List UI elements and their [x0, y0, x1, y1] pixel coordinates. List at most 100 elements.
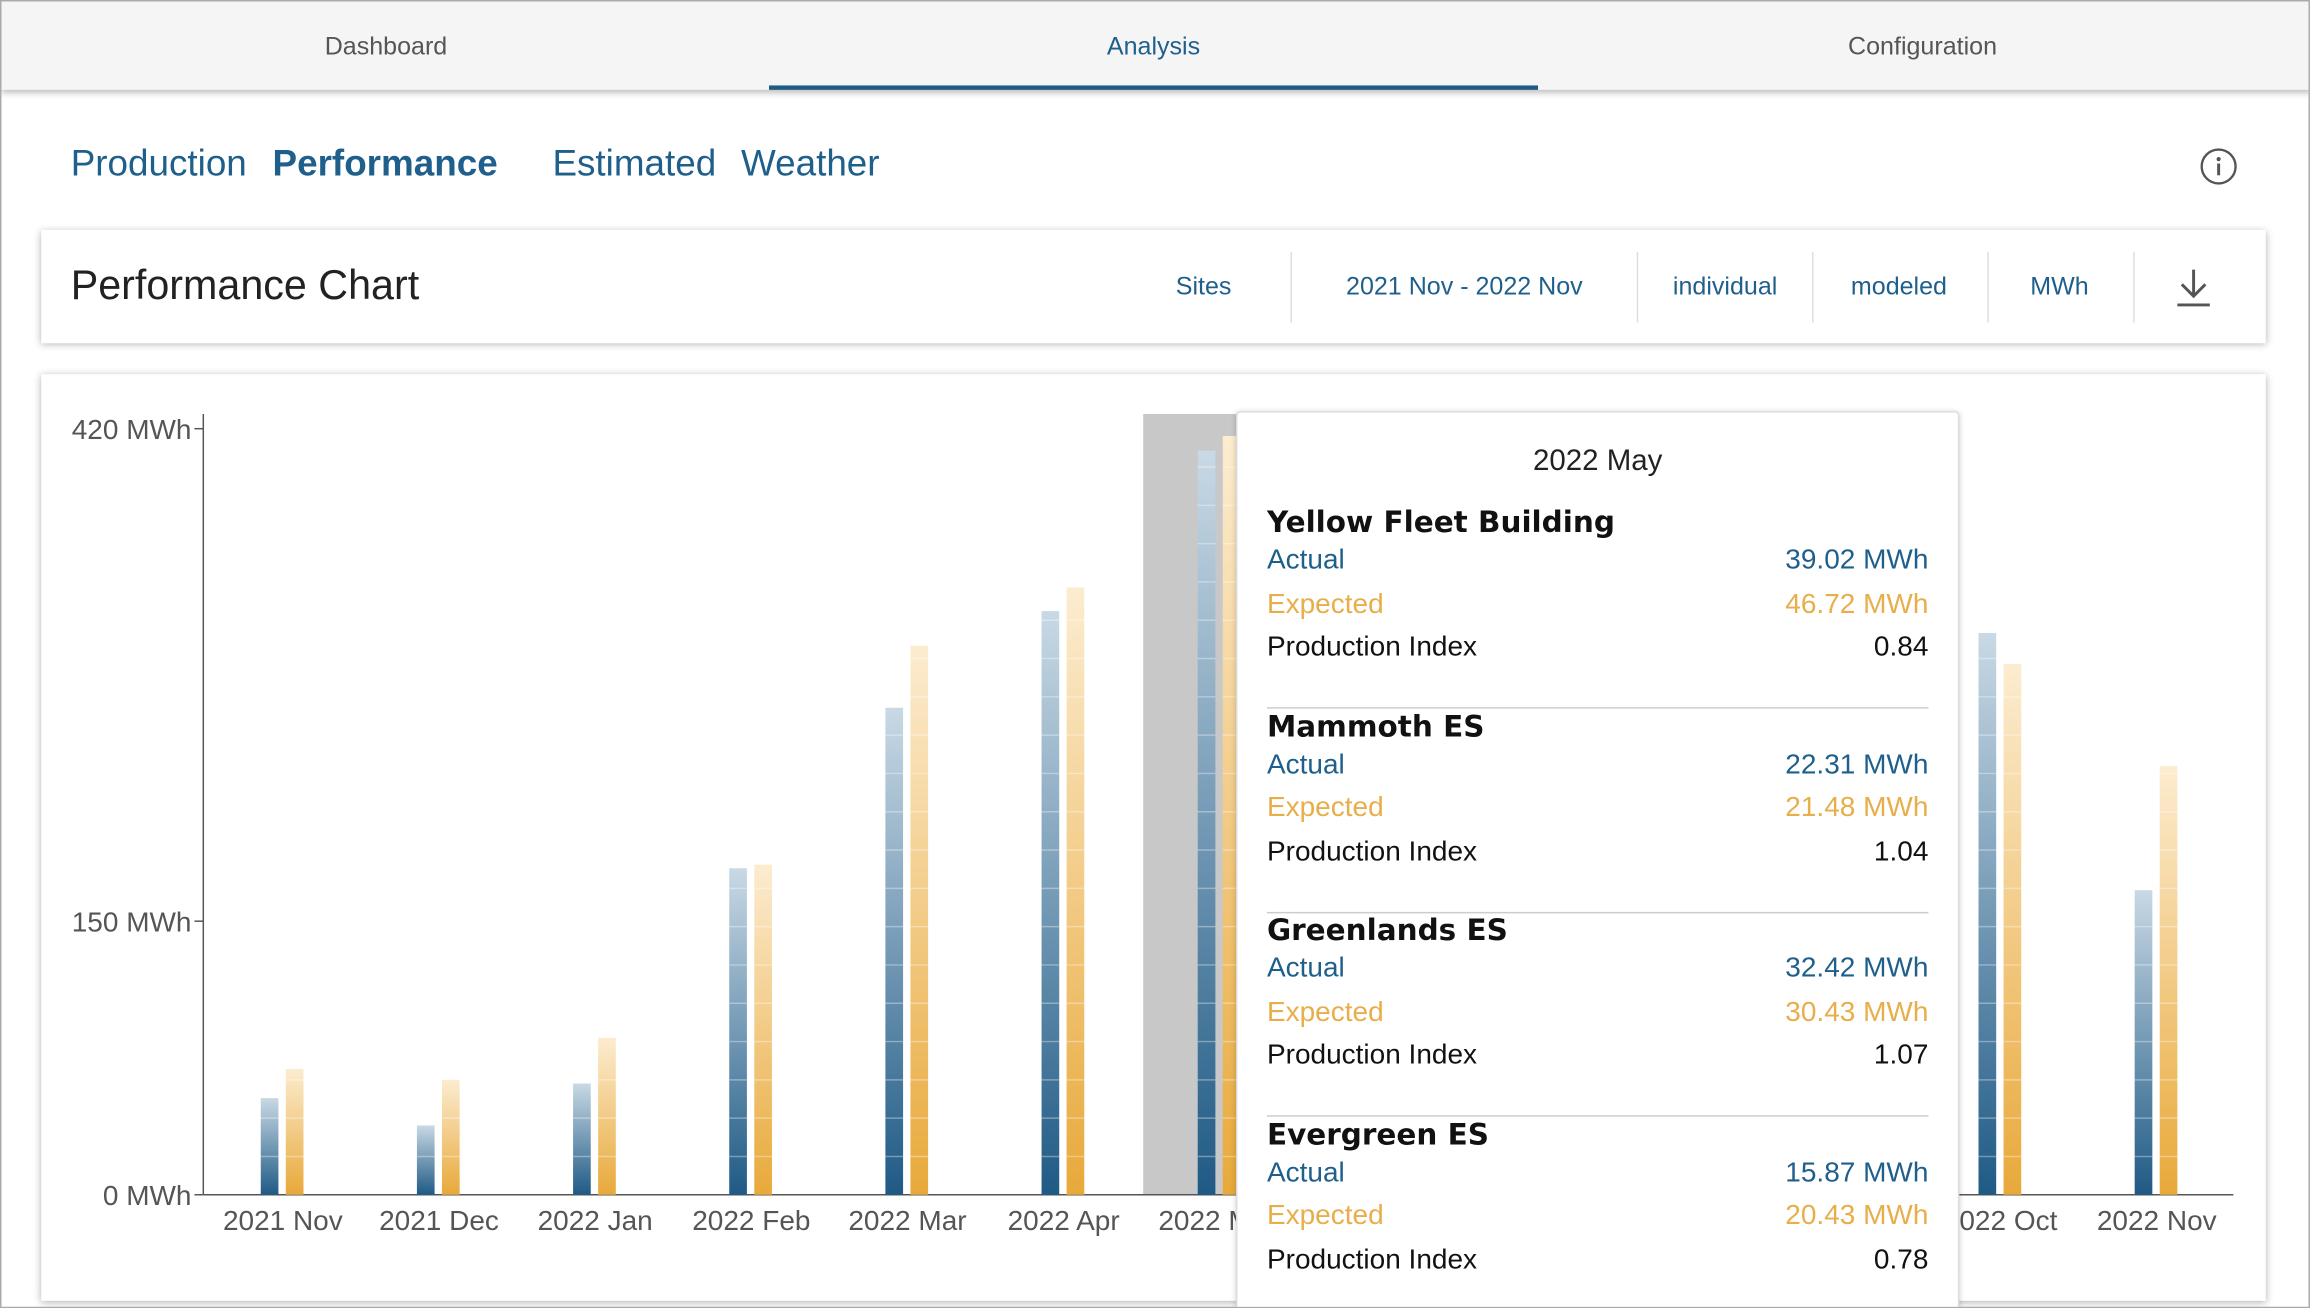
- separator: [2133, 251, 2135, 323]
- x-tick-label: 2022 Nov: [2097, 1205, 2217, 1236]
- bar-group: [1066, 587, 1085, 1195]
- bar: [573, 1083, 591, 1195]
- bar: [1978, 632, 1997, 1195]
- row-label: Expected: [1266, 588, 1384, 620]
- bar-group: [1197, 450, 1216, 1195]
- control[interactable]: modeled: [1850, 272, 1947, 301]
- bar: [598, 1037, 616, 1195]
- separator: [1290, 251, 1292, 323]
- x-tick-label: 2022 Oct: [1944, 1205, 2058, 1236]
- row-label: Expected: [1266, 792, 1384, 824]
- subtab[interactable]: Production: [70, 142, 247, 185]
- row-value: 1.07: [1873, 1040, 1929, 1072]
- bar-group: [885, 707, 904, 1195]
- subtab[interactable]: Weather: [741, 142, 880, 185]
- bar: [260, 1098, 279, 1195]
- row-value: 46.72 MWh: [1785, 588, 1929, 620]
- row-label: Expected: [1266, 1200, 1384, 1232]
- row-label: Expected: [1266, 996, 1384, 1028]
- info-icon[interactable]: [2199, 147, 2237, 185]
- row-label: Actual: [1266, 953, 1345, 985]
- row-label: Actual: [1266, 749, 1345, 781]
- site-name: Mammoth ES: [1266, 707, 1485, 744]
- bar: [754, 864, 772, 1195]
- x-tick-label: 2022 Apr: [1008, 1205, 1120, 1236]
- download-icon[interactable]: [2174, 267, 2212, 308]
- bar-group: [260, 1098, 279, 1195]
- control[interactable]: individual: [1672, 272, 1778, 301]
- x-tick-label: 2022 Mar: [848, 1205, 966, 1236]
- tooltip-site: Evergreen ES Actual 15.87 MWh Expected 20.43…: [1266, 1115, 1929, 1307]
- bar: [1222, 435, 1241, 1195]
- control[interactable]: Sites: [1175, 272, 1232, 301]
- separator: [1812, 251, 1814, 323]
- bar: [2134, 890, 2153, 1195]
- bar: [416, 1125, 435, 1195]
- bar: [910, 645, 929, 1195]
- row-value: 39.02 MWh: [1785, 545, 1929, 577]
- subtab[interactable]: Estimated: [552, 142, 717, 185]
- tooltip-site: Mammoth ES Actual 22.31 MWh Expected 21.48 M…: [1266, 707, 1929, 913]
- row-value: 15.87 MWh: [1785, 1157, 1929, 1189]
- y-tick-label: 420 MWh: [72, 414, 192, 445]
- bar-group: [416, 1125, 435, 1195]
- y-tick-label: 150 MWh: [72, 906, 192, 937]
- chart-header-card: [41, 229, 2266, 344]
- control[interactable]: MWh: [2030, 272, 2089, 301]
- top-nav: Dashboard Analysis Configuration: [1, 1, 2309, 90]
- bar-group: [1978, 632, 1997, 1195]
- bar: [1197, 450, 1216, 1195]
- row-label: Production Index: [1266, 1040, 1478, 1072]
- bar-group: [441, 1079, 460, 1195]
- control[interactable]: 2021 Nov - 2022 Nov: [1346, 272, 1583, 301]
- bar-group: [729, 868, 747, 1195]
- row-value: 20.43 MWh: [1785, 1200, 1929, 1232]
- tab-active[interactable]: Analysis: [769, 1, 1539, 90]
- bar-group: [1041, 611, 1060, 1195]
- row-value: 21.48 MWh: [1785, 792, 1929, 824]
- row-value: 30.43 MWh: [1785, 996, 1929, 1028]
- bar-group: [2134, 890, 2153, 1195]
- row-value: 0.78: [1873, 1244, 1929, 1276]
- tooltip-site: Greenlands ES Actual 32.42 MWh Expected 30.4…: [1266, 912, 1929, 1117]
- bar: [285, 1068, 304, 1195]
- x-tick-label: 2021 Nov: [223, 1205, 343, 1236]
- row-label: Production Index: [1266, 632, 1478, 663]
- x-tick-label: 2022 Feb: [692, 1205, 810, 1236]
- bar-group: [598, 1037, 616, 1195]
- bar: [885, 707, 904, 1195]
- bar: [729, 868, 747, 1195]
- bar-group: [2159, 766, 2178, 1195]
- bar: [1041, 611, 1060, 1195]
- tooltip-site: Yellow Fleet Building Actual 39.02 MWh Expe…: [1266, 504, 1929, 709]
- bar: [441, 1079, 460, 1195]
- row-label: Production Index: [1266, 836, 1478, 867]
- separator: [1636, 251, 1639, 323]
- row-value: 0.84: [1873, 632, 1929, 663]
- row-value: 1.04: [1873, 836, 1929, 867]
- row-label: Actual: [1266, 1157, 1345, 1189]
- tab[interactable]: Configuration: [1848, 32, 1998, 61]
- row-label: Production Index: [1266, 1244, 1478, 1276]
- site-name: Evergreen ES: [1266, 1115, 1489, 1152]
- bar-group: [285, 1068, 304, 1195]
- row-value: 22.31 MWh: [1785, 749, 1929, 781]
- bar: [2159, 766, 2178, 1195]
- tooltip: 2022 May Yellow Fleet Building Actual 39.0…: [1236, 411, 1960, 1307]
- row-value: 32.42 MWh: [1785, 953, 1929, 985]
- x-tick-label: 2022 Jan: [538, 1205, 653, 1236]
- tab[interactable]: Dashboard: [324, 32, 448, 61]
- row-label: Actual: [1266, 545, 1345, 577]
- panel-title: Performance Chart: [70, 262, 420, 308]
- tooltip-title: 2022 May: [1532, 444, 1663, 478]
- bar-group: [910, 645, 929, 1195]
- bar-group: [2003, 663, 2022, 1195]
- bar-group: [754, 864, 772, 1195]
- bar: [2003, 663, 2022, 1195]
- y-tick-label: 0 MWh: [103, 1180, 192, 1211]
- x-tick-label: 2021 Dec: [379, 1205, 499, 1236]
- subtab-active[interactable]: Performance: [272, 142, 498, 185]
